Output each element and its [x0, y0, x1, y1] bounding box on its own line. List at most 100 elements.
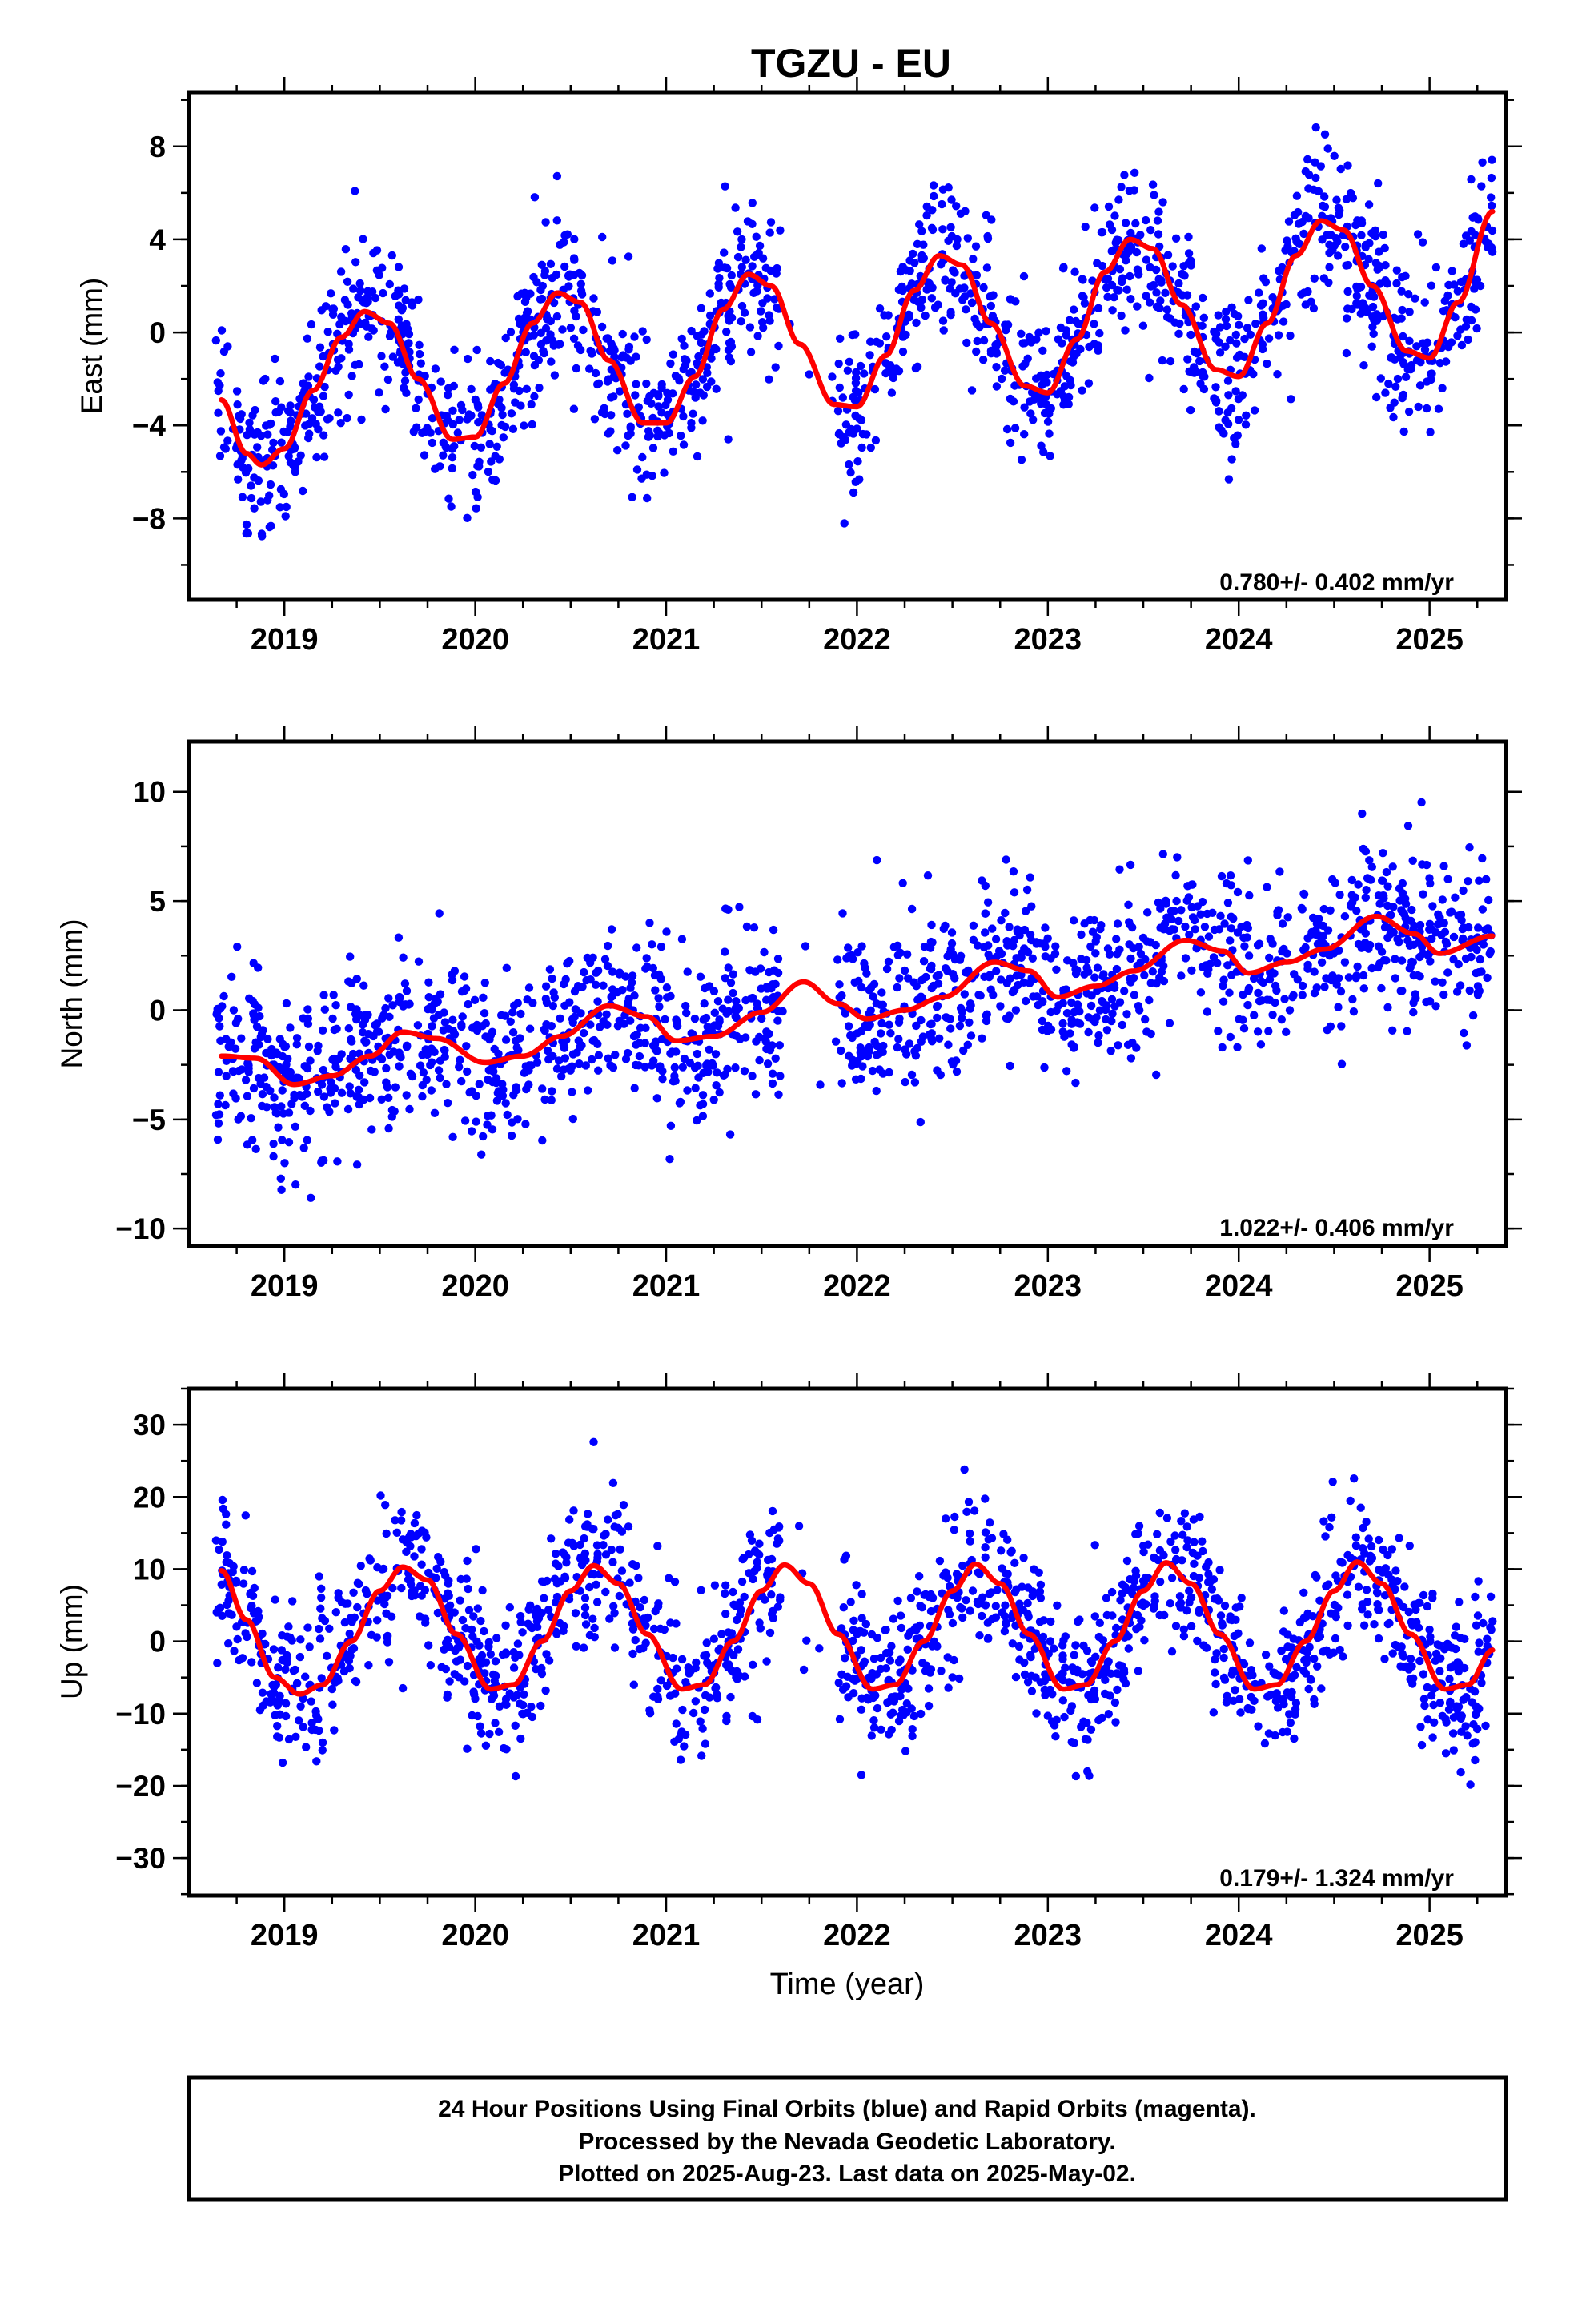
data-point — [962, 338, 971, 348]
data-point — [672, 1619, 681, 1628]
data-point — [1174, 329, 1183, 338]
data-point — [265, 1049, 274, 1058]
data-point — [1481, 1721, 1490, 1731]
data-point — [886, 361, 895, 370]
data-point — [677, 1755, 685, 1764]
data-point — [1026, 873, 1034, 882]
data-point — [876, 1000, 885, 1010]
data-point — [883, 1698, 892, 1707]
data-point — [1199, 313, 1209, 322]
data-point — [543, 314, 552, 324]
data-point — [1481, 925, 1490, 935]
data-point — [318, 1738, 327, 1747]
data-point — [388, 1001, 397, 1010]
data-point — [1335, 891, 1344, 899]
data-point — [630, 332, 639, 341]
data-point — [401, 296, 410, 305]
data-point — [740, 1067, 749, 1076]
data-point — [283, 428, 292, 436]
data-point — [1134, 1522, 1144, 1530]
data-point — [1239, 1659, 1249, 1669]
data-point — [532, 1665, 540, 1674]
data-point — [1286, 331, 1295, 340]
data-point — [737, 243, 745, 251]
data-point — [1174, 279, 1183, 288]
y-tick-label: 0 — [149, 995, 166, 1027]
data-point — [1331, 879, 1339, 887]
data-point — [1155, 304, 1164, 312]
data-point — [253, 443, 262, 452]
data-point — [363, 297, 372, 306]
data-point — [696, 1717, 705, 1726]
data-point — [837, 1079, 846, 1088]
data-point — [320, 382, 329, 392]
data-point — [296, 1702, 305, 1711]
data-point — [460, 1677, 469, 1686]
data-point — [1157, 278, 1166, 287]
data-point — [231, 1094, 240, 1103]
data-point — [927, 294, 937, 303]
data-point — [1400, 1582, 1409, 1591]
data-point — [689, 1708, 698, 1718]
data-point — [762, 1027, 771, 1036]
data-point — [440, 1018, 450, 1027]
data-point — [903, 950, 912, 959]
data-point — [937, 1667, 946, 1675]
data-point — [1469, 1720, 1478, 1729]
data-point — [1227, 971, 1236, 979]
data-point — [1075, 1019, 1085, 1028]
data-point — [917, 1037, 926, 1047]
data-point — [603, 1020, 612, 1030]
data-point — [660, 468, 669, 477]
data-point — [479, 993, 488, 1003]
data-point — [295, 1716, 303, 1725]
data-point — [328, 1055, 337, 1064]
data-point — [763, 1059, 773, 1068]
data-point — [528, 420, 536, 429]
data-point — [1167, 1574, 1177, 1582]
data-point — [701, 1013, 711, 1023]
data-point — [1011, 297, 1020, 306]
data-point — [840, 519, 849, 528]
data-point — [368, 287, 377, 296]
data-point — [882, 964, 892, 974]
data-point — [828, 372, 837, 381]
data-point — [401, 368, 410, 377]
data-point — [776, 1595, 785, 1604]
data-point — [966, 1606, 974, 1615]
data-point — [345, 1082, 354, 1091]
data-point — [1203, 1007, 1212, 1016]
data-point — [1275, 867, 1284, 876]
data-point — [450, 345, 459, 354]
data-point — [1395, 938, 1403, 947]
data-point — [677, 1731, 685, 1739]
data-point — [1081, 223, 1090, 231]
data-point — [1486, 1592, 1496, 1602]
data-point — [1297, 903, 1307, 913]
data-point — [755, 1055, 764, 1065]
data-point — [378, 263, 387, 272]
data-point — [1095, 1006, 1105, 1015]
data-point — [263, 430, 272, 439]
data-point — [724, 963, 733, 972]
data-point — [354, 293, 363, 302]
data-point — [917, 227, 926, 235]
data-point — [1310, 1695, 1319, 1704]
data-point — [346, 952, 355, 961]
data-point — [1214, 1027, 1223, 1035]
data-point — [1064, 1678, 1074, 1687]
data-point — [909, 249, 917, 259]
data-point — [1461, 231, 1471, 240]
data-point — [1110, 983, 1119, 993]
data-point — [1451, 893, 1460, 902]
data-point — [983, 231, 992, 241]
data-point — [915, 220, 924, 229]
data-point — [1236, 1708, 1245, 1717]
data-point — [895, 1014, 904, 1023]
data-point — [1183, 355, 1192, 364]
data-point — [476, 1729, 486, 1738]
data-point — [992, 382, 1002, 391]
data-point — [1084, 967, 1093, 976]
data-point — [549, 988, 558, 997]
data-point — [543, 1046, 552, 1055]
